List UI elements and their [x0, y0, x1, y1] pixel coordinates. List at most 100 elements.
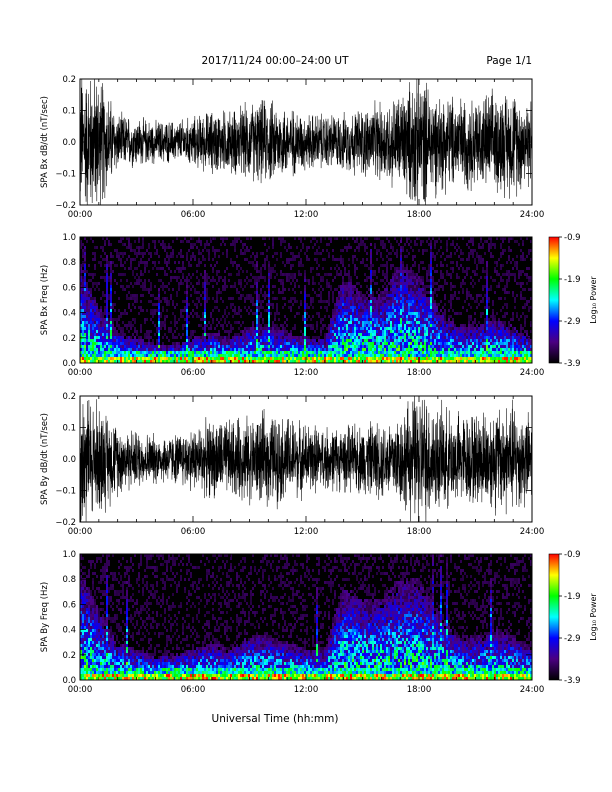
heatmap-cell	[98, 315, 100, 318]
heatmap-cell	[350, 333, 352, 336]
heatmap-cell	[450, 255, 452, 258]
heatmap-cell	[394, 339, 396, 342]
heatmap-cell	[286, 261, 288, 264]
heatmap-cell	[236, 360, 238, 363]
heatmap-cell	[174, 276, 176, 279]
heatmap-cell	[156, 303, 158, 306]
heatmap-cell	[344, 345, 346, 348]
heatmap-cell	[104, 270, 106, 273]
heatmap-cell	[336, 273, 338, 276]
heatmap-cell	[364, 342, 366, 345]
heatmap-cell	[156, 309, 158, 312]
heatmap-cell	[366, 321, 368, 324]
heatmap-cell	[400, 270, 402, 273]
heatmap-cell	[436, 318, 438, 321]
heatmap-cell	[268, 312, 270, 315]
heatmap-cell	[358, 315, 360, 318]
heatmap-cell	[354, 249, 356, 252]
heatmap-cell	[408, 315, 410, 318]
heatmap-cell	[174, 348, 176, 351]
heatmap-cell	[338, 318, 340, 321]
heatmap-cell	[80, 279, 82, 282]
heatmap-cell	[286, 318, 288, 321]
heatmap-cell	[214, 333, 216, 336]
heatmap-cell	[420, 339, 422, 342]
heatmap-cell	[386, 276, 388, 279]
heatmap-cell	[412, 309, 414, 312]
heatmap-cell	[434, 339, 436, 342]
heatmap-cell	[234, 357, 236, 360]
heatmap-cell	[338, 294, 340, 297]
heatmap-cell	[376, 327, 378, 330]
heatmap-cell	[378, 288, 380, 291]
heatmap-cell	[332, 249, 334, 252]
heatmap-cell	[388, 309, 390, 312]
heatmap-cell	[278, 336, 280, 339]
heatmap-cell	[404, 285, 406, 288]
heatmap-cell	[164, 291, 166, 294]
heatmap-cell	[298, 252, 300, 255]
heatmap-cell	[204, 351, 206, 354]
heatmap-cell	[158, 279, 160, 282]
heatmap-cell	[266, 345, 268, 348]
heatmap-cell	[108, 354, 110, 357]
heatmap-cell	[124, 267, 126, 270]
heatmap-cell	[392, 282, 394, 285]
heatmap-cell	[234, 360, 236, 363]
heatmap-cell	[314, 243, 316, 246]
x-tick-label: 12:00	[294, 210, 319, 220]
heatmap-cell	[278, 333, 280, 336]
heatmap-cell	[432, 303, 434, 306]
heatmap-cell	[328, 342, 330, 345]
heatmap-cell	[134, 300, 136, 303]
heatmap-cell	[102, 312, 104, 315]
heatmap-cell	[468, 357, 470, 360]
heatmap-cell	[160, 321, 162, 324]
heatmap-cell	[418, 270, 420, 273]
heatmap-cell	[406, 291, 408, 294]
heatmap-cell	[372, 279, 374, 282]
heatmap-cell	[370, 339, 372, 342]
heatmap-cell	[172, 240, 174, 243]
heatmap-cell	[430, 300, 432, 303]
heatmap-cell	[268, 336, 270, 339]
heatmap-cell	[256, 303, 258, 306]
heatmap-cell	[358, 321, 360, 324]
heatmap-cell	[120, 360, 122, 363]
heatmap-cell	[454, 291, 456, 294]
heatmap-cell	[278, 291, 280, 294]
heatmap-cell	[284, 264, 286, 267]
heatmap-cell	[256, 318, 258, 321]
heatmap-cell	[178, 285, 180, 288]
heatmap-cell	[216, 354, 218, 357]
heatmap-cell	[342, 333, 344, 336]
heatmap-cell	[464, 333, 466, 336]
heatmap-cell	[108, 264, 110, 267]
heatmap-cell	[382, 351, 384, 354]
heatmap-cell	[188, 279, 190, 282]
heatmap-cell	[460, 357, 462, 360]
heatmap-cell	[358, 318, 360, 321]
heatmap-cell	[142, 360, 144, 363]
heatmap-cell	[84, 270, 86, 273]
heatmap-cell	[194, 336, 196, 339]
heatmap-cell	[122, 354, 124, 357]
heatmap-cell	[104, 264, 106, 267]
heatmap-cell	[404, 270, 406, 273]
heatmap-cell	[476, 267, 478, 270]
heatmap-cell	[392, 342, 394, 345]
heatmap-cell	[100, 255, 102, 258]
heatmap-cell	[418, 318, 420, 321]
heatmap-cell	[260, 276, 262, 279]
heatmap-cell	[474, 345, 476, 348]
heatmap-cell	[118, 252, 120, 255]
heatmap-cell	[354, 255, 356, 258]
heatmap-cell	[394, 327, 396, 330]
heatmap-cell	[416, 294, 418, 297]
heatmap-cell	[370, 261, 372, 264]
heatmap-cell	[244, 345, 246, 348]
heatmap-cell	[200, 345, 202, 348]
heatmap-cell	[252, 348, 254, 351]
heatmap-cell	[450, 276, 452, 279]
heatmap-cell	[280, 357, 282, 360]
